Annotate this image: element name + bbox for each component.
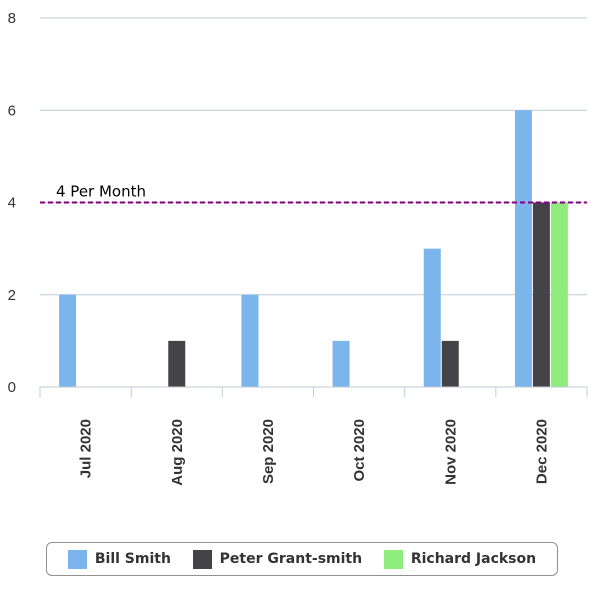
legend-label: Richard Jackson <box>410 551 537 567</box>
bar[interactable] <box>532 202 550 388</box>
x-tick-label: Nov 2020 <box>442 419 459 485</box>
bars <box>59 110 568 387</box>
legend-label: Peter Grant-smith <box>219 551 363 567</box>
y-axis: 0 2 4 6 8 <box>8 10 16 396</box>
x-axis: Jul 2020 Aug 2020 Sep 2020 Oct 2020 Nov 2020… <box>39 386 588 486</box>
legend-swatch <box>383 549 403 569</box>
x-tick-label: Sep 2020 <box>260 419 277 484</box>
bar[interactable] <box>168 340 186 387</box>
bar[interactable] <box>59 294 77 387</box>
bar[interactable] <box>441 340 459 387</box>
x-tick-label: Dec 2020 <box>533 419 550 484</box>
y-tick-label: 2 <box>8 287 16 304</box>
y-tick-label: 6 <box>8 102 16 119</box>
x-tick-label: Jul 2020 <box>78 419 95 478</box>
x-tick-label: Aug 2020 <box>169 419 186 486</box>
bar[interactable] <box>423 248 441 387</box>
y-tick-label: 8 <box>8 10 16 27</box>
reference-line-group: 4 Per Month <box>40 183 587 204</box>
legend-label: Bill Smith <box>94 551 171 567</box>
legend-item[interactable]: Bill Smith <box>67 549 171 569</box>
reference-line-label: 4 Per Month <box>56 183 146 201</box>
bar[interactable] <box>514 110 532 387</box>
bar[interactable] <box>241 294 259 387</box>
legend-item[interactable]: Richard Jackson <box>383 549 537 569</box>
legend-item[interactable]: Peter Grant-smith <box>192 549 363 569</box>
legend-swatch <box>192 549 212 569</box>
y-tick-label: 0 <box>8 379 16 396</box>
x-tick-label: Oct 2020 <box>351 419 368 482</box>
legend-swatch <box>67 549 87 569</box>
y-tick-label: 4 <box>8 195 16 212</box>
bar[interactable] <box>550 202 568 388</box>
legend: Bill Smith Peter Grant-smith Richard Jacks… <box>46 542 558 576</box>
bar[interactable] <box>332 340 350 387</box>
